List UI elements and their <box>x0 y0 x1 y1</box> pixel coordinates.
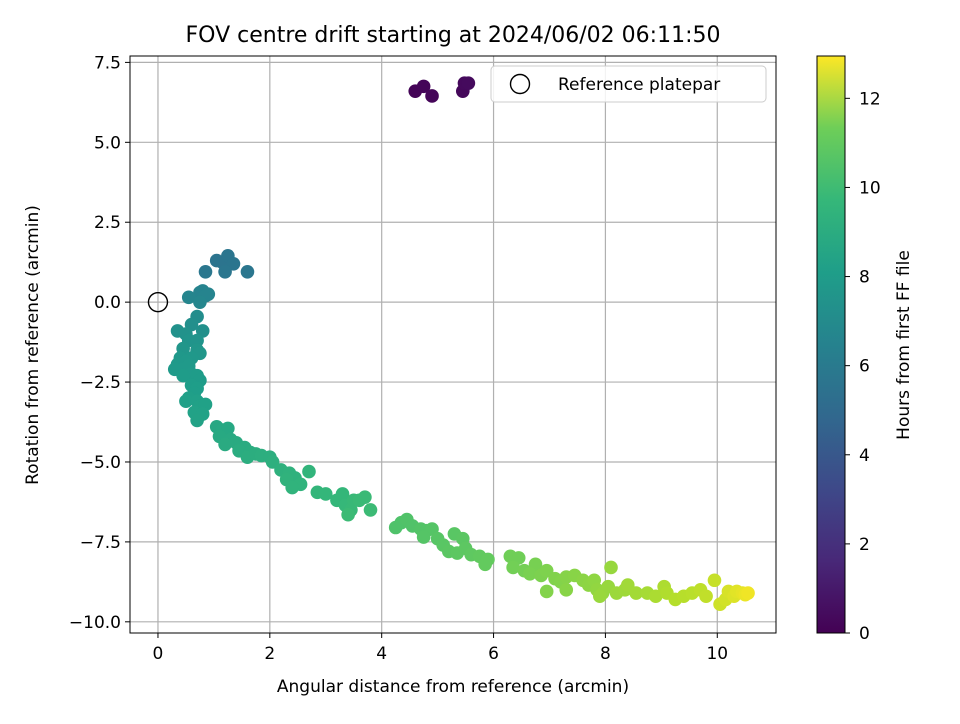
data-point <box>416 530 431 544</box>
colorbar-gradient <box>816 55 846 634</box>
legend-box <box>490 65 767 103</box>
colorbar-tick-label: 4 <box>859 446 870 466</box>
y-tick-label: 2.5 <box>94 213 121 233</box>
data-point <box>218 437 232 452</box>
data-point <box>318 487 333 501</box>
x-tick-label: 6 <box>488 644 499 664</box>
colorbar-label: Hours from first FF file <box>894 250 914 440</box>
colorbar-ticks: 0 2 4 6 8 10 12 <box>845 89 881 644</box>
data-point <box>198 264 213 279</box>
legend-label-reference: Reference platepar <box>558 75 720 95</box>
data-point <box>179 394 193 409</box>
reference-marker <box>147 291 169 313</box>
colorbar-tick-label: 0 <box>859 624 870 644</box>
x-tick-label: 8 <box>600 644 611 664</box>
y-tick-label: 5.0 <box>94 133 121 153</box>
data-point <box>358 490 372 504</box>
data-point <box>285 480 299 495</box>
axes-frame <box>129 55 777 634</box>
y-tick-label: 0.0 <box>94 293 121 313</box>
reference-marker-layer <box>147 291 169 313</box>
data-point <box>539 584 554 599</box>
colorbar-tick-label: 6 <box>859 357 870 377</box>
data-point <box>218 264 232 279</box>
data-point <box>425 89 439 103</box>
y-tick-label: −5.0 <box>80 453 121 473</box>
data-point <box>478 557 492 572</box>
colorbar: 0 2 4 6 8 10 12 Hours from first FF file <box>816 55 914 644</box>
data-point <box>699 589 713 604</box>
data-point <box>741 586 755 600</box>
data-point <box>335 487 350 501</box>
chart-title: FOV centre drift starting at 2024/06/02 … <box>186 23 721 48</box>
data-point <box>176 368 190 383</box>
data-point <box>648 589 663 604</box>
data-point <box>506 560 520 575</box>
data-point <box>181 290 196 305</box>
colorbar-tick-label: 10 <box>859 178 881 198</box>
y-tick-label: 7.5 <box>94 53 121 73</box>
data-point <box>523 567 537 581</box>
colorbar-tick-label: 8 <box>859 268 870 288</box>
y-tick-label: −10.0 <box>69 613 121 633</box>
data-point <box>193 295 207 309</box>
x-axis-label: Angular distance from reference (arcmin) <box>277 677 629 697</box>
data-point <box>341 507 355 522</box>
legend: Reference platepar <box>490 65 767 103</box>
data-point <box>302 464 316 479</box>
data-point <box>240 264 255 279</box>
y-tick-label: −7.5 <box>80 533 121 553</box>
grid <box>130 56 776 633</box>
y-tick-label: −2.5 <box>80 373 121 393</box>
data-point <box>559 583 574 597</box>
data-point <box>593 589 607 604</box>
colorbar-tick-label: 12 <box>859 89 881 109</box>
data-point <box>363 503 378 517</box>
axis-ticks: 0 2 4 6 8 10 −10.0 −7.5 −5.0 −2.5 0.0 2.5 5.0 7.5 <box>69 53 728 664</box>
x-tick-label: 0 <box>153 644 164 664</box>
legend-marker-reference <box>509 73 531 95</box>
data-point <box>416 79 431 94</box>
data-points <box>167 76 755 612</box>
x-tick-label: 4 <box>376 644 387 664</box>
data-point <box>190 333 204 348</box>
y-axis-label: Rotation from reference (arcmin) <box>23 205 43 485</box>
data-point <box>461 76 476 90</box>
x-tick-label: 2 <box>264 644 275 664</box>
data-point <box>629 586 643 600</box>
data-point <box>190 413 204 428</box>
data-point <box>604 560 618 575</box>
x-tick-label: 10 <box>706 644 728 664</box>
data-point <box>707 573 722 588</box>
colorbar-tick-label: 2 <box>859 535 870 555</box>
